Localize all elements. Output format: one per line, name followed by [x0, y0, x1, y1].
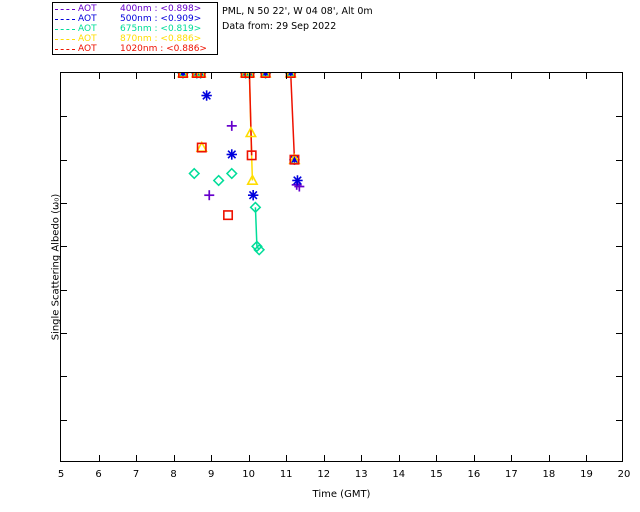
plot-area: Single Scattering Albedo (ω₀) Time (GMT)…: [51, 72, 630, 500]
series-markers-aot-500nm: [177, 73, 303, 201]
series-connector-line: [248, 73, 253, 156]
x-axis-tick: [323, 455, 325, 461]
legend-line-swatch-icon: [55, 8, 75, 10]
y-axis-tick: [61, 203, 67, 204]
x-axis-tick-label: 15: [429, 469, 443, 480]
x-axis-tick: [98, 455, 100, 461]
legend-entry-870nm: AOT 870nm : <0.886>: [55, 34, 217, 44]
x-axis-tick-label: 9: [207, 469, 215, 480]
y-axis-tick: [616, 246, 622, 248]
series-markers-aot-870nm: [176, 73, 301, 185]
x-axis-tick: [398, 455, 400, 461]
legend-entry-label: AOT 500nm : <0.909>: [78, 14, 202, 24]
x-axis-tick-label: 6: [95, 469, 102, 480]
x-axis-tick: [211, 455, 213, 461]
y-axis-title: Single Scattering Albedo (ω₀): [50, 193, 62, 341]
x-axis-tick-label: 16: [467, 469, 481, 480]
y-axis-tick: [61, 246, 67, 248]
x-axis-tick: [136, 73, 138, 79]
x-axis-tick: [248, 455, 250, 461]
x-axis-tick: [361, 455, 363, 461]
data-series-layer: [176, 73, 305, 256]
x-axis-title: Time (GMT): [312, 489, 371, 500]
legend-line-swatch-icon: [55, 48, 75, 50]
x-axis-tick: [323, 73, 325, 79]
legend-entry-label: AOT 870nm : <0.886>: [78, 34, 202, 44]
x-axis-tick: [436, 73, 438, 79]
x-axis-tick: [361, 73, 363, 79]
x-axis-tick: [286, 73, 288, 79]
legend-line-swatch-icon: [55, 28, 75, 30]
y-axis-tick: [61, 289, 67, 291]
x-axis-tick: [436, 455, 438, 461]
x-axis-tick: [136, 455, 138, 461]
x-axis-tick-label: 18: [542, 469, 556, 480]
x-axis-tick: [511, 73, 513, 79]
y-axis-tick: [616, 376, 622, 378]
plot-clip-layer: [61, 73, 622, 461]
site-location-line: PML, N 50 22', W 04 08', Alt 0m: [222, 6, 373, 17]
y-axis-tick: [61, 376, 67, 378]
x-axis-tick: [211, 73, 213, 79]
y-axis-tick: [61, 116, 67, 118]
legend-entry-label: AOT 1020nm : <0.886>: [78, 44, 207, 54]
x-axis-tick: [173, 73, 175, 79]
legend-entry-1020nm: AOT 1020nm : <0.886>: [55, 44, 217, 54]
x-axis-tick: [586, 73, 588, 79]
series-markers-aot-1020nm: [177, 73, 300, 221]
legend-entry-500nm: AOT 500nm : <0.909>: [55, 14, 217, 24]
x-axis-tick-label: 11: [279, 469, 293, 480]
series-connector-line: [289, 73, 296, 160]
series-markers-aot-675nm: [177, 73, 297, 256]
y-axis-tick: [616, 419, 622, 421]
x-axis-tick: [473, 73, 475, 79]
x-axis-tick: [173, 455, 175, 461]
series-markers-aot-400nm: [177, 73, 305, 201]
y-axis-tick: [61, 159, 67, 161]
y-axis-tick: [61, 333, 67, 334]
x-axis-tick: [548, 73, 550, 79]
y-axis-tick: [616, 159, 622, 161]
legend-line-swatch-icon: [55, 38, 75, 40]
x-axis-tick-label: 8: [170, 469, 177, 480]
legend-entry-400nm: AOT 400nm : <0.898>: [55, 4, 217, 14]
y-axis-tick: [616, 116, 622, 118]
x-axis-tick: [98, 73, 100, 79]
x-axis-tick-label: 20: [617, 469, 631, 480]
x-axis-tick-label: 12: [317, 469, 331, 480]
x-axis-tick-label: 7: [132, 469, 140, 480]
x-axis-tick: [548, 455, 550, 461]
data-date-line: Data from: 29 Sep 2022: [222, 21, 337, 32]
x-axis-tick-label: 10: [242, 469, 256, 480]
x-axis-tick: [473, 455, 475, 461]
legend: AOT 400nm : <0.898> AOT 500nm : <0.909> AO…: [52, 2, 218, 55]
x-axis-tick-label: 17: [505, 469, 518, 480]
y-axis-tick: [616, 289, 622, 291]
x-axis-tick-label: 5: [57, 469, 65, 480]
x-axis-tick: [511, 455, 513, 461]
x-axis-tick: [286, 455, 288, 461]
legend-entry-label: AOT 400nm : <0.898>: [78, 4, 202, 14]
y-axis-tick: [61, 419, 67, 421]
x-axis-tick-label: 14: [392, 469, 406, 480]
legend-entry-675nm: AOT 675nm : <0.819>: [55, 24, 217, 34]
y-axis-tick: [616, 203, 622, 204]
header-info: PML, N 50 22', W 04 08', Alt 0m Data fro…: [222, 4, 373, 34]
legend-line-swatch-icon: [55, 18, 75, 20]
y-axis-tick: [616, 333, 622, 334]
x-axis-tick: [398, 73, 400, 79]
x-axis-tick: [248, 73, 250, 79]
x-axis-tick-label: 13: [354, 469, 368, 480]
x-axis-tick-label: 19: [580, 469, 593, 480]
x-axis-tick: [586, 455, 588, 461]
legend-entry-label: AOT 675nm : <0.819>: [78, 24, 202, 34]
